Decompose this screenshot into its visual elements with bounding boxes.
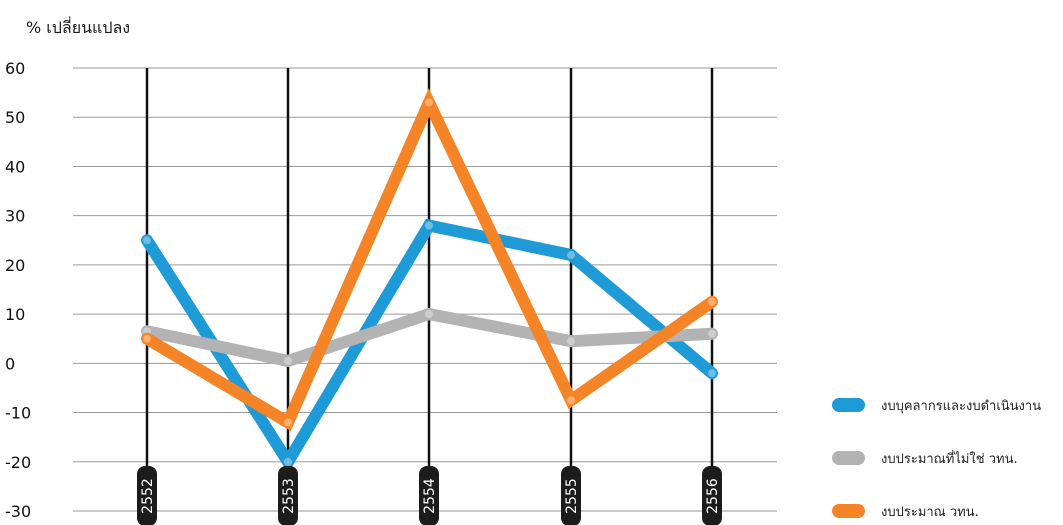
y-tick-label: 60 — [5, 59, 25, 78]
legend: งบบุคลากรและงบดำเนินงานงบประมาณที่ไม่ใช่… — [832, 398, 1041, 520]
series-lines — [141, 88, 718, 474]
category-labels: 2552 2553 2554 2555 2556 — [137, 466, 722, 525]
legend-label: งบบุคลากรและงบดำเนินงาน — [881, 399, 1041, 414]
series-3-point — [143, 334, 151, 343]
y-tick-labels: 60 50 40 30 20 10 0 -10 -20 -30 — [5, 59, 31, 521]
y-tick-label: -10 — [5, 404, 31, 423]
series-1-point — [284, 457, 292, 466]
series-3-point — [708, 297, 716, 306]
y-tick-label: -20 — [5, 453, 31, 472]
legend-swatch — [832, 451, 865, 465]
category-lines — [145, 68, 714, 511]
legend-label: งบประมาณที่ไม่ใช่ วทน. — [881, 450, 1018, 467]
series-3-point — [284, 418, 292, 427]
y-tick-label: -30 — [5, 502, 31, 521]
y-tick-label: 30 — [5, 207, 25, 226]
category-label: 2553 — [281, 478, 297, 514]
series-line-2 — [141, 307, 718, 368]
category-label: 2555 — [564, 478, 580, 514]
series-2-point — [567, 337, 575, 346]
y-tick-label: 50 — [5, 108, 25, 127]
category-label-bg — [702, 466, 722, 525]
category-label: 2556 — [705, 478, 721, 514]
series-2-point — [284, 356, 292, 365]
series-line-3 — [141, 88, 718, 432]
category-label-bg — [419, 466, 439, 525]
y-axis-title: % เปลี่ยนแปลง — [26, 16, 130, 37]
series-1-point — [708, 369, 716, 378]
series-1-point — [567, 251, 575, 260]
series-2-point — [425, 310, 433, 319]
category-label-bg — [561, 466, 581, 525]
category-label-bg — [278, 466, 298, 525]
category-label: 2554 — [422, 478, 438, 514]
legend-swatch — [832, 398, 865, 412]
y-tick-label: 0 — [5, 354, 15, 373]
series-3-point — [567, 396, 575, 405]
y-tick-label: 40 — [5, 157, 25, 176]
legend-label: งบประมาณ วทน. — [881, 505, 979, 520]
series-2-point — [708, 329, 716, 338]
category-label-bg — [137, 466, 157, 525]
y-tick-label: 20 — [5, 256, 25, 275]
category-label: 2552 — [140, 478, 156, 514]
y-tick-label: 10 — [5, 305, 25, 324]
series-1-point — [425, 221, 433, 230]
legend-swatch — [832, 504, 865, 518]
series-1-point — [143, 236, 151, 245]
series-3-point — [425, 98, 433, 107]
